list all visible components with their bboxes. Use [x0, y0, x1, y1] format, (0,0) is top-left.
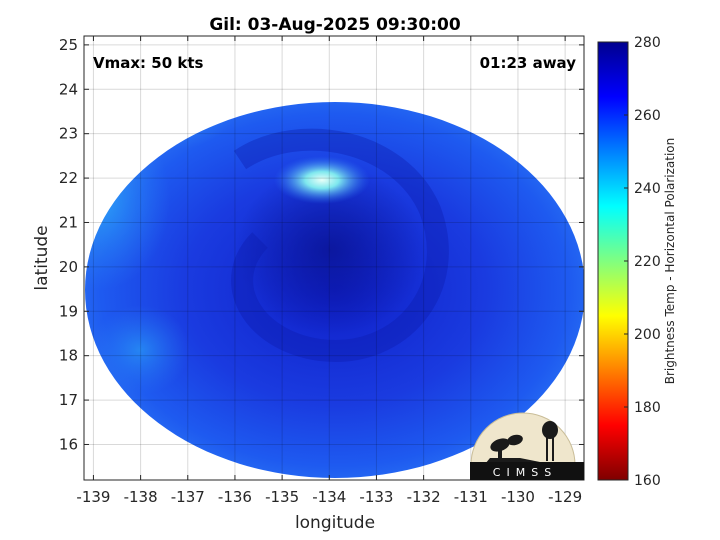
cimss-logo-text: CIMSS — [493, 466, 557, 479]
y-tick-label: 19 — [59, 302, 78, 320]
x-axis-label: longitude — [295, 513, 375, 533]
x-tick-label: -136 — [218, 488, 252, 506]
x-tick-label: -131 — [454, 488, 488, 506]
cimss-logo: CIMSS — [470, 412, 584, 480]
time-away-label: 01:23 away — [480, 54, 577, 72]
x-tick-label: -138 — [124, 488, 158, 506]
y-axis-ticks: 16 17 18 19 20 21 22 23 24 25 — [59, 36, 584, 453]
chart-title: Gil: 03-Aug-2025 09:30:00 — [209, 15, 460, 35]
y-tick-label: 20 — [59, 258, 78, 276]
colorbar-tick-label: 220 — [634, 254, 661, 270]
x-tick-label: -132 — [407, 488, 441, 506]
y-tick-label: 23 — [59, 125, 78, 143]
x-tick-label: -137 — [171, 488, 205, 506]
y-tick-label: 21 — [59, 213, 78, 231]
grid — [84, 36, 584, 480]
y-tick-label: 17 — [59, 391, 78, 409]
y-tick-label: 25 — [59, 36, 78, 54]
y-axis-label: latitude — [32, 225, 52, 290]
plot-area: -139 -138 -137 -136 -135 -134 -133 -132 -131 -130… — [59, 35, 585, 506]
colorbar-gradient — [597, 41, 629, 481]
axes-frame — [83, 35, 585, 481]
x-tick-label: -129 — [548, 488, 582, 506]
colorbar-tick-label: 240 — [634, 181, 661, 197]
colorbar-tick-label: 280 — [634, 35, 661, 51]
y-tick-label: 22 — [59, 169, 78, 187]
y-tick-label: 16 — [59, 435, 78, 453]
colorbar-tick-label: 260 — [634, 108, 661, 124]
storm-core-feature — [235, 165, 425, 335]
southwest-patch-feature — [90, 305, 190, 395]
colorbar-tick-label: 180 — [634, 400, 661, 416]
colorbar-tick-label: 200 — [634, 327, 661, 343]
colorbar-ticks: 160 180 200 220 240 260 280 — [624, 35, 661, 489]
x-tick-label: -133 — [359, 488, 393, 506]
warm-patch-feature — [274, 156, 370, 204]
x-axis-ticks: -139 -138 -137 -136 -135 -134 -133 -132 -131 -130… — [76, 36, 582, 506]
colorbar-tick-label: 160 — [634, 473, 661, 489]
x-tick-label: -135 — [265, 488, 299, 506]
x-tick-label: -139 — [76, 488, 110, 506]
x-tick-label: -134 — [312, 488, 346, 506]
colorbar: 160 180 200 220 240 260 280 Brightness Temp - … — [597, 35, 677, 489]
colorbar-label: Brightness Temp - Horizontal Polarizatio… — [663, 138, 677, 385]
spiral-band — [231, 128, 449, 362]
vmax-label: Vmax: 50 kts — [93, 54, 203, 72]
y-tick-label: 18 — [59, 347, 78, 365]
x-tick-label: -130 — [501, 488, 535, 506]
y-tick-label: 24 — [59, 80, 78, 98]
